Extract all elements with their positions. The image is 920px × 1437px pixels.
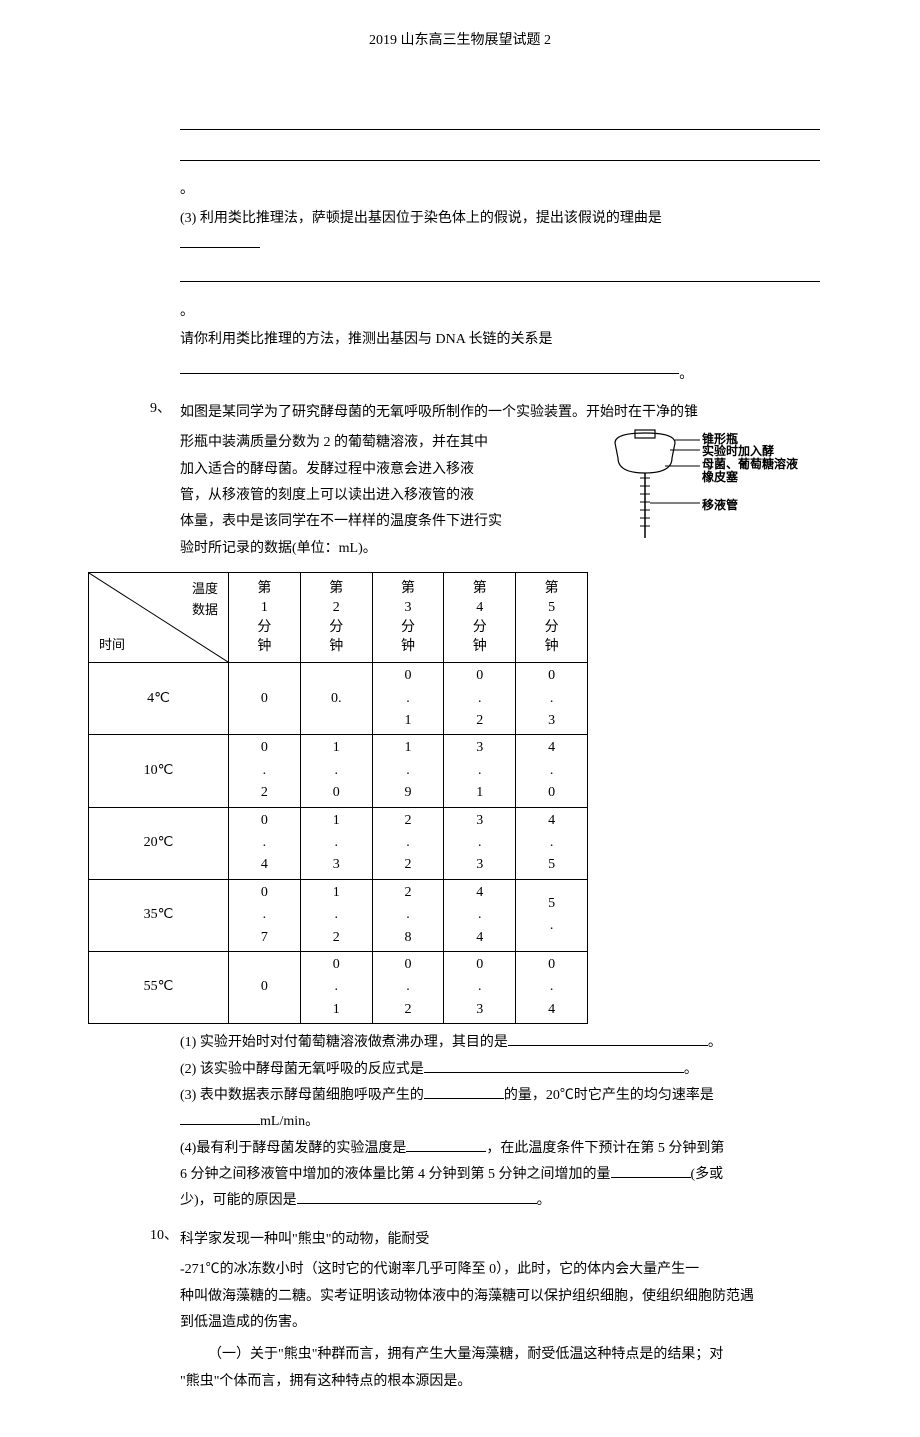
cell: 3.1 bbox=[444, 735, 516, 807]
q9-line2: 形瓶中装满质量分数为 2 的葡萄糖溶液，并在其中 bbox=[180, 432, 590, 454]
cell: 0.2 bbox=[229, 735, 301, 807]
cell: 0.3 bbox=[444, 951, 516, 1023]
top-section: 。 (3) 利用类比推理法，萨顿提出基因位于染色体上的假说，提出该假说的理曲是 … bbox=[180, 112, 820, 386]
q9-sub1: (1) 实验开始时对付葡萄糖溶液做煮沸办理，其目的是。 bbox=[180, 1032, 820, 1054]
blank bbox=[406, 1151, 486, 1152]
blank bbox=[424, 1098, 504, 1099]
col-header: 第4分钟 bbox=[444, 573, 516, 663]
q9-line4: 管，从移液管的刻度上可以读出进入移液管的液 bbox=[180, 485, 590, 507]
q9-sub4: (4)最有利于酵母菌发酵的实验温度是，在此温度条件下预计在第 5 分钟到第 bbox=[180, 1138, 820, 1160]
row-temp: 20℃ bbox=[89, 807, 229, 879]
cell: 4.0 bbox=[516, 735, 588, 807]
q9-line3: 加入适合的酵母菌。发酵过程中液意会进入移液 bbox=[180, 459, 590, 481]
q10-sub1a: （一）关于"熊虫"种群而言，拥有产生大量海藻糖，耐受低温这种特点是的结果；对 bbox=[180, 1344, 820, 1366]
q9-number: 9、 bbox=[150, 398, 180, 420]
row-temp: 35℃ bbox=[89, 879, 229, 951]
blank-line bbox=[180, 143, 820, 161]
q10-body: -271℃的冰冻数小时（这时它的代谢率几乎可降至 0），此时，它的体内会大量产生… bbox=[180, 1259, 820, 1393]
label-pipette: 移液管 bbox=[702, 496, 738, 515]
cell: 0. bbox=[300, 663, 372, 735]
q10-line3: 种叫做海藻糖的二糖。实考证明该动物体液中的海藻糖可以保护组织细胞，使组织细胞防范… bbox=[180, 1286, 820, 1308]
cell: 0.4 bbox=[229, 807, 301, 879]
blank bbox=[180, 1124, 260, 1125]
blank bbox=[297, 1203, 537, 1204]
cell: 5. bbox=[516, 879, 588, 951]
cell: 1.9 bbox=[372, 735, 444, 807]
flask-diagram: 锥形瓶 实验时加入酵 母菌、葡萄糖溶液 橡皮塞 移液管 bbox=[600, 428, 820, 564]
blank-line bbox=[180, 356, 679, 374]
col-header: 第5分钟 bbox=[516, 573, 588, 663]
q9-line5: 体量，表中是该同学在不一样样的温度条件下进行实 bbox=[180, 511, 590, 533]
col-header: 第1分钟 bbox=[229, 573, 301, 663]
cell: 4.4 bbox=[444, 879, 516, 951]
q9-subquestions: (1) 实验开始时对付葡萄糖溶液做煮沸办理，其目的是。 (2) 该实验中酵母菌无… bbox=[180, 1032, 820, 1213]
col-header: 第3分钟 bbox=[372, 573, 444, 663]
blank-line bbox=[180, 264, 820, 282]
q10-number: 10、 bbox=[150, 1225, 180, 1247]
table-row: 35℃ 0.7 1.2 2.8 4.4 5. bbox=[89, 879, 588, 951]
cell: 0.1 bbox=[372, 663, 444, 735]
q10-sub1b: "熊虫"个体而言，拥有这种特点的根本源因是。 bbox=[180, 1371, 820, 1393]
page-header: 2019 山东高三生物展望试题 2 bbox=[60, 30, 860, 52]
label-stopper: 橡皮塞 bbox=[702, 468, 738, 487]
row-temp: 10℃ bbox=[89, 735, 229, 807]
cell: 0.4 bbox=[516, 951, 588, 1023]
cell: 0.2 bbox=[372, 951, 444, 1023]
blank bbox=[424, 1072, 684, 1073]
q9-intro: 如图是某同学为了研究酵母菌的无氧呼吸所制作的一个实验装置。开始时在干净的锥 bbox=[180, 402, 820, 424]
period: 。 bbox=[180, 301, 820, 323]
blank bbox=[508, 1045, 708, 1046]
blank bbox=[180, 247, 260, 248]
row-temp: 4℃ bbox=[89, 663, 229, 735]
table-row: 4℃ 0 0. 0.1 0.2 0.3 bbox=[89, 663, 588, 735]
cell: 0.3 bbox=[516, 663, 588, 735]
table-row: 20℃ 0.4 1.3 2.2 3.3 4.5 bbox=[89, 807, 588, 879]
cell: 4.5 bbox=[516, 807, 588, 879]
cell: 2.2 bbox=[372, 807, 444, 879]
col-header: 第2分钟 bbox=[300, 573, 372, 663]
blank bbox=[611, 1177, 691, 1178]
diag-bottom-label: 时间 bbox=[99, 635, 125, 656]
q10-line2: -271℃的冰冻数小时（这时它的代谢率几乎可降至 0），此时，它的体内会大量产生… bbox=[180, 1259, 820, 1281]
data-table: 温度 数据 时间 第1分钟 第2分钟 第3分钟 第4分钟 第5分钟 4℃ 0 0… bbox=[88, 572, 588, 1024]
table-header-row: 温度 数据 时间 第1分钟 第2分钟 第3分钟 第4分钟 第5分钟 bbox=[89, 573, 588, 663]
cell: 2.8 bbox=[372, 879, 444, 951]
cell: 1.0 bbox=[300, 735, 372, 807]
cell: 1.3 bbox=[300, 807, 372, 879]
blank-line bbox=[180, 112, 820, 130]
table-row: 55℃ 0 0.1 0.2 0.3 0.4 bbox=[89, 951, 588, 1023]
q9-sub3: (3) 表中数据表示酵母菌细胞呼吸产生的的量，20℃时它产生的均匀速率是 bbox=[180, 1085, 820, 1107]
table-row: 10℃ 0.2 1.0 1.9 3.1 4.0 bbox=[89, 735, 588, 807]
diag-top-label: 温度 数据 bbox=[192, 579, 218, 621]
cell: 0.7 bbox=[229, 879, 301, 951]
period: 。 bbox=[679, 367, 693, 382]
period: 。 bbox=[180, 179, 820, 201]
q10-line4: 到低温造成的伤害。 bbox=[180, 1312, 820, 1334]
q3-text: (3) 利用类比推理法，萨顿提出基因位于染色体上的假说，提出该假说的理曲是 bbox=[180, 208, 820, 230]
question-10: 10、 科学家发现一种叫"熊虫"的动物，能耐受 bbox=[60, 1225, 860, 1255]
cell: 0 bbox=[229, 951, 301, 1023]
q3-followup: 请你利用类比推理的方法，推测出基因与 DNA 长链的关系是 bbox=[180, 329, 820, 351]
q9-sub4e: 少)，可能的原因是。 bbox=[180, 1190, 820, 1212]
q9-line6: 验时所记录的数据(单位：mL)。 bbox=[180, 538, 590, 560]
header-title-text: 2019 山东高三生物展望试题 2 bbox=[369, 33, 551, 48]
question-9: 9、 如图是某同学为了研究酵母菌的无氧呼吸所制作的一个实验装置。开始时在干净的锥… bbox=[60, 398, 860, 564]
row-temp: 55℃ bbox=[89, 951, 229, 1023]
cell: 0.1 bbox=[300, 951, 372, 1023]
cell: 1.2 bbox=[300, 879, 372, 951]
q10-line1: 科学家发现一种叫"熊虫"的动物，能耐受 bbox=[180, 1229, 820, 1251]
diagonal-header-cell: 温度 数据 时间 bbox=[89, 573, 229, 663]
cell: 3.3 bbox=[444, 807, 516, 879]
cell: 0.2 bbox=[444, 663, 516, 735]
cell: 0 bbox=[229, 663, 301, 735]
q9-sub2: (2) 该实验中酵母菌无氧呼吸的反应式是。 bbox=[180, 1059, 820, 1081]
q9-sub3c: mL/min。 bbox=[180, 1111, 820, 1133]
q9-sub4c: 6 分钟之间移液管中增加的液体量比第 4 分钟到第 5 分钟之间增加的量(多或 bbox=[180, 1164, 820, 1186]
